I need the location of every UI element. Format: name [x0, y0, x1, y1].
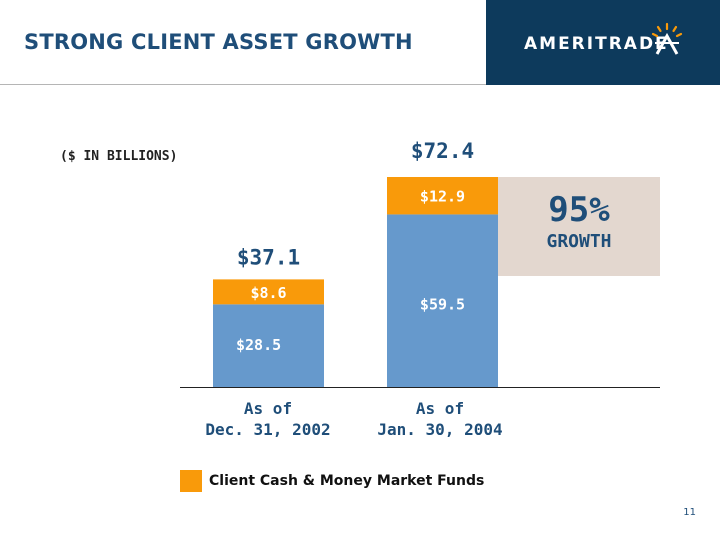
growth-label: GROWTH [546, 231, 612, 252]
growth-value: 95% [548, 190, 610, 230]
starburst-icon [651, 22, 683, 55]
bar-segment-label: $8.6 [250, 284, 286, 302]
ameritrade-logo: AMERITRADE [486, 0, 720, 85]
x-axis-label-line: As of [243, 399, 293, 418]
x-axis-label-line: As of [415, 399, 465, 418]
x-axis-label-line: Dec. 31, 2002 [205, 420, 331, 439]
bar-segment-label: $59.5 [420, 295, 465, 313]
x-axis-label-dec-2002: As of Dec. 31, 2002 [178, 398, 358, 440]
bar-segment-client-assets [213, 304, 324, 387]
bar-segment-client-assets [387, 214, 498, 387]
growth-callout: 95% GROWTH [498, 177, 660, 276]
bar-segment-cash-money-market [387, 177, 498, 215]
x-axis-label-line: Jan. 30, 2004 [377, 420, 503, 439]
legend-swatch [180, 470, 202, 492]
bar-total-label: $37.1 [237, 245, 300, 269]
page-title: STRONG CLIENT ASSET GROWTH [24, 30, 413, 54]
header-divider [0, 84, 486, 85]
bar-segment-label: $12.9 [420, 188, 465, 206]
bar-total-label: $72.4 [411, 139, 474, 163]
logo-wordmark: AMERITRADE [524, 34, 669, 54]
page-number: 11 [683, 507, 696, 518]
legend-label: Client Cash & Money Market Funds [209, 473, 485, 489]
bar-segment-label: $28.5 [236, 336, 281, 354]
bar-segment-cash-money-market [213, 279, 324, 305]
x-axis-label-jan-2004: As of Jan. 30, 2004 [350, 398, 530, 440]
units-note: ($ IN BILLIONS) [60, 149, 178, 164]
slide-header: STRONG CLIENT ASSET GROWTH AMERITRADE [0, 0, 720, 85]
